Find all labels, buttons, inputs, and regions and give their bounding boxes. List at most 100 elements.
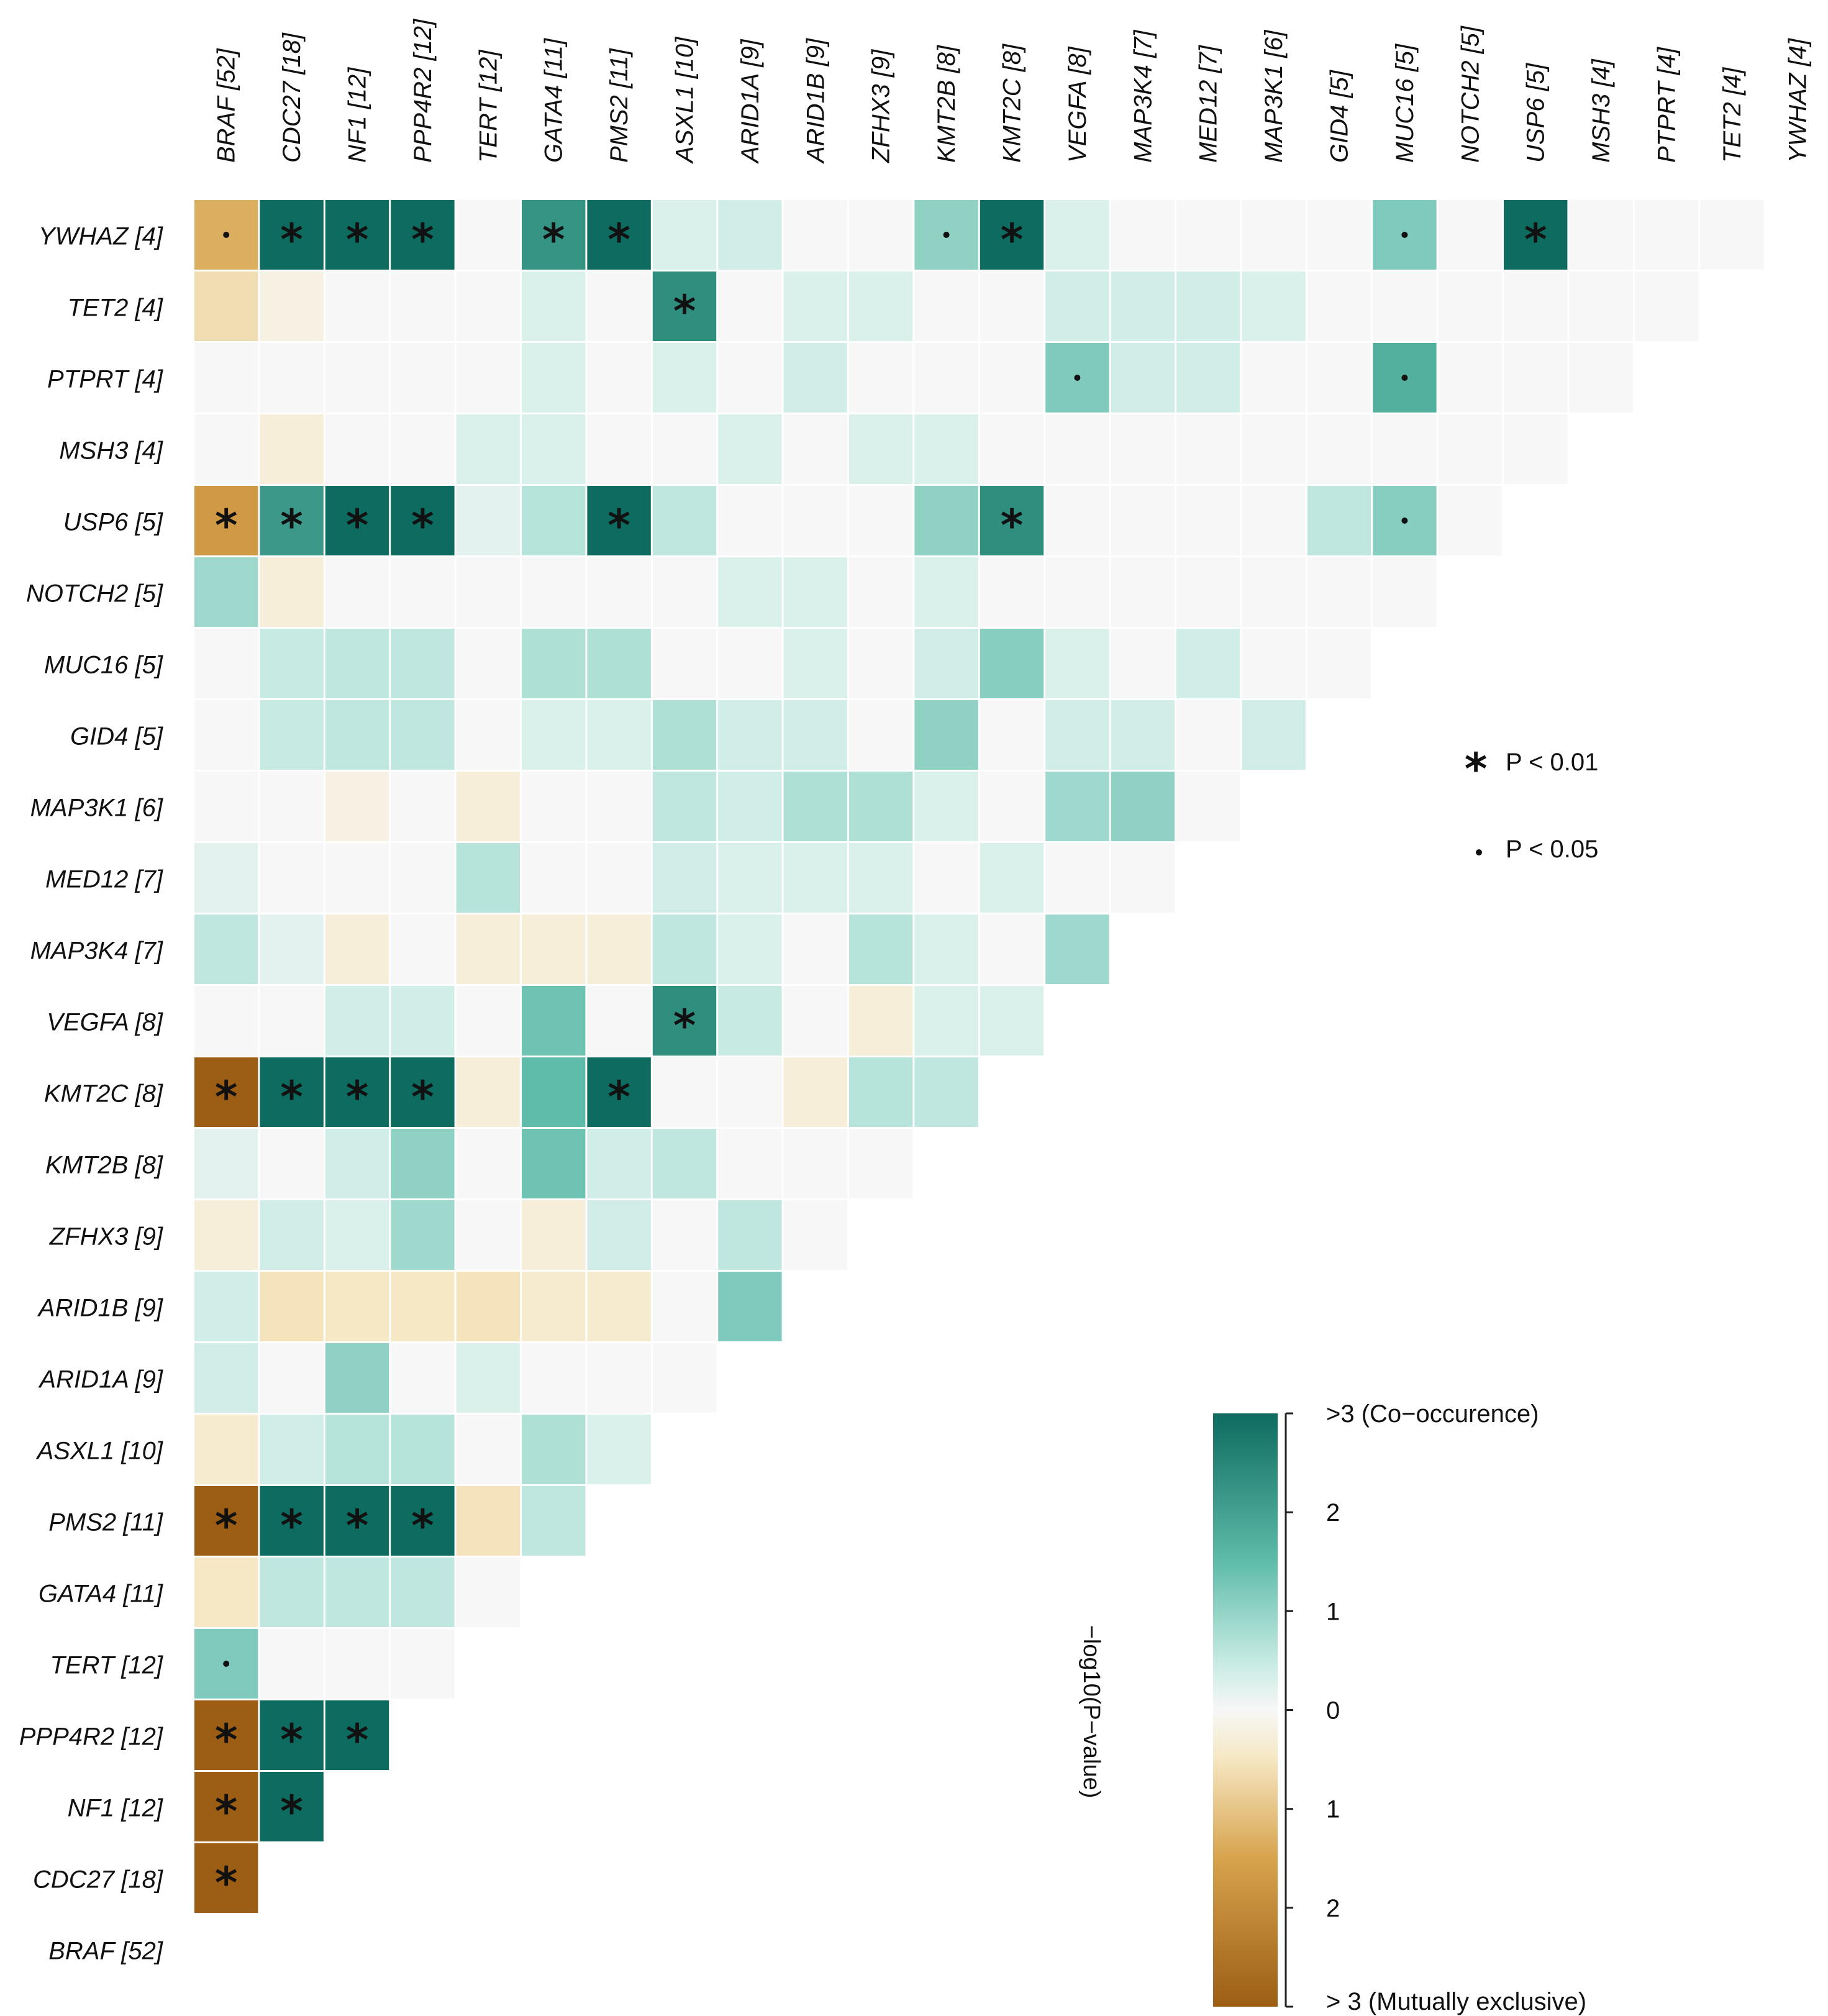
heatmap-cell	[849, 1057, 913, 1127]
heatmap-cell	[587, 1343, 651, 1413]
heatmap-cell	[325, 343, 389, 413]
heatmap-cell	[260, 772, 324, 841]
heatmap-cell	[587, 271, 651, 341]
row-label: VEGFA [8]	[47, 1009, 163, 1036]
heatmap-cell	[914, 629, 978, 698]
heatmap-cell	[1307, 629, 1371, 698]
heatmap-cell	[1438, 414, 1502, 484]
heatmap-cell	[1045, 843, 1109, 913]
heatmap-cell	[783, 486, 847, 555]
heatmap-cell	[849, 986, 913, 1056]
heatmap-cell	[980, 486, 1044, 555]
heatmap-cell	[914, 700, 978, 770]
heatmap-cell	[1504, 414, 1568, 484]
heatmap-cell	[391, 1486, 455, 1556]
heatmap-cell	[391, 986, 455, 1056]
heatmap-cell	[391, 414, 455, 484]
heatmap-cell	[1045, 486, 1109, 555]
significance-star-icon: *	[673, 1000, 696, 1051]
column-label: YWHAZ [4]	[1784, 38, 1811, 163]
heatmap-cell	[325, 1700, 389, 1770]
heatmap-cell	[1176, 629, 1240, 698]
column-label: ZFHX3 [9]	[868, 49, 895, 163]
row-label: PPP4R2 [12]	[19, 1723, 163, 1751]
significance-dot-icon	[223, 232, 230, 238]
heatmap-cell	[783, 1200, 847, 1270]
significance-marks: * * * * * * * * * * * * * * * * * * * * * * * * * * * * * *	[215, 214, 1547, 1909]
column-label: MAP3K1 [6]	[1260, 30, 1288, 163]
row-label: YWHAZ [4]	[39, 223, 163, 250]
significance-star-icon: *	[280, 1072, 303, 1123]
heatmap-cell	[194, 629, 258, 698]
legend-star-label: P < 0.01	[1506, 749, 1598, 776]
heatmap-cell	[980, 700, 1044, 770]
heatmap-cell	[980, 200, 1044, 270]
heatmap-cell	[1634, 200, 1699, 270]
heatmap-cell	[522, 1343, 586, 1413]
heatmap-cell	[325, 843, 389, 913]
heatmap-cell	[783, 557, 847, 627]
column-label: BRAF [52]	[213, 48, 240, 163]
heatmap-cell	[456, 772, 520, 841]
row-label: TET2 [4]	[68, 294, 163, 322]
column-label: MUC16 [5]	[1391, 43, 1419, 163]
heatmap-cell	[325, 200, 389, 270]
heatmap-cell	[325, 1057, 389, 1127]
heatmap-cell	[914, 1057, 978, 1127]
heatmap-cell	[522, 1129, 586, 1198]
heatmap-cell	[522, 200, 586, 270]
heatmap-cell	[1111, 700, 1175, 770]
heatmap-cell	[522, 343, 586, 413]
heatmap-cell	[587, 772, 651, 841]
heatmap-cell	[456, 486, 520, 555]
heatmap-cell	[391, 1272, 455, 1341]
heatmap-cell	[783, 986, 847, 1056]
significance-dot-icon	[1401, 232, 1408, 238]
significance-star-icon: *	[215, 1715, 238, 1766]
heatmap-cell	[522, 1200, 586, 1270]
heatmap-cell	[718, 772, 782, 841]
heatmap-cell	[849, 629, 913, 698]
heatmap-cell	[1111, 271, 1175, 341]
heatmap-cell	[783, 414, 847, 484]
heatmap-cell	[391, 1057, 455, 1127]
heatmap-cell	[456, 700, 520, 770]
row-label: NOTCH2 [5]	[26, 580, 163, 608]
column-label: PPP4R2 [12]	[409, 19, 437, 163]
heatmap-cell	[522, 1057, 586, 1127]
heatmap-cell	[849, 1129, 913, 1198]
heatmap-cell	[260, 1057, 324, 1127]
heatmap-cell	[325, 1200, 389, 1270]
column-label: NOTCH2 [5]	[1457, 25, 1484, 163]
heatmap-cell	[1045, 557, 1109, 627]
heatmap-cell	[260, 343, 324, 413]
heatmap-cell	[980, 986, 1044, 1056]
heatmap-cell	[456, 914, 520, 984]
significance-dot-icon	[1401, 375, 1408, 381]
heatmap-cell	[1307, 200, 1371, 270]
heatmap-cell	[391, 1343, 455, 1413]
heatmap-cell	[1176, 486, 1240, 555]
heatmap-cell	[1111, 486, 1175, 555]
heatmap-cell	[260, 629, 324, 698]
heatmap-cell	[456, 271, 520, 341]
heatmap-cell	[325, 986, 389, 1056]
heatmap-cell	[849, 200, 913, 270]
heatmap-cell	[1111, 772, 1175, 841]
heatmap-cell	[391, 1629, 455, 1699]
row-label: KMT2B [8]	[45, 1152, 163, 1179]
heatmap-cell	[1700, 200, 1764, 270]
significance-star-icon: *	[411, 1072, 434, 1123]
legend-star-icon: *	[1465, 744, 1488, 795]
significance-star-icon: *	[280, 1715, 303, 1766]
heatmap-cell	[1242, 486, 1306, 555]
heatmap-cell	[783, 843, 847, 913]
colorbar-ticks: > 3 (Mutually exclusive) 2 1 0 1 2 >3 (Co−occu…	[1286, 1400, 1586, 2015]
significance-dot-icon	[1401, 518, 1408, 524]
heatmap-cell	[1307, 343, 1371, 413]
heatmap-cell	[1176, 700, 1240, 770]
heatmap-cell	[391, 271, 455, 341]
significance-star-icon: *	[280, 1786, 303, 1837]
heatmap-cell	[1111, 557, 1175, 627]
